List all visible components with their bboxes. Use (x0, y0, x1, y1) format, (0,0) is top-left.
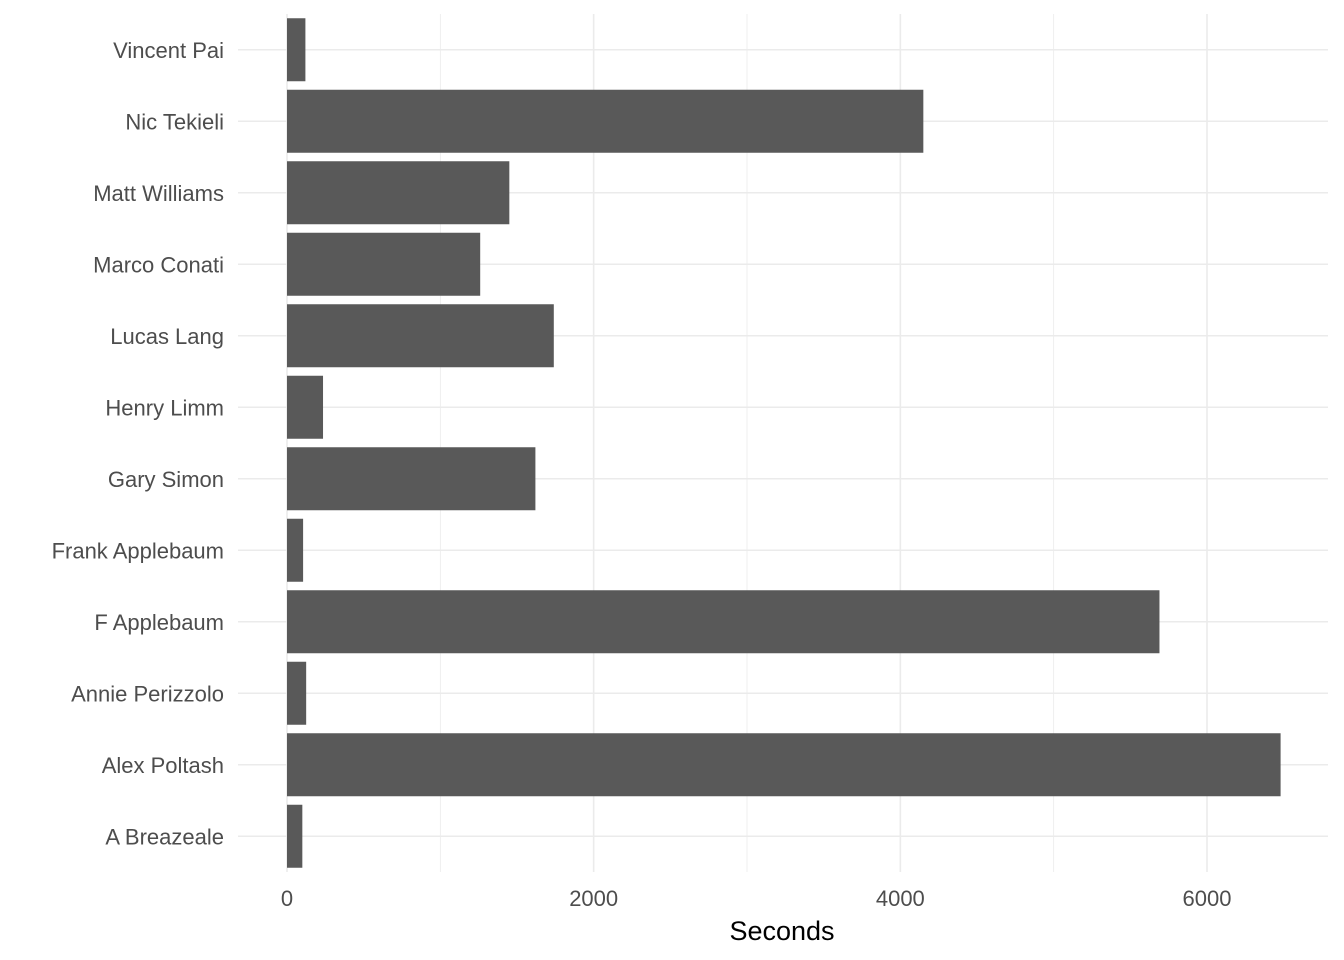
bar (287, 18, 306, 82)
category-label: F Applebaum (94, 610, 224, 635)
category-label: Nic Tekieli (125, 109, 224, 134)
bar (287, 304, 554, 368)
x-tick-label: 0 (281, 886, 293, 911)
category-label: Henry Limm (105, 395, 224, 420)
category-label: A Breazeale (105, 824, 224, 849)
category-labels: Vincent Pai Nic Tekieli Matt Williams Marco… (52, 38, 224, 850)
category-label: Lucas Lang (110, 324, 224, 349)
category-label: Matt Williams (93, 181, 224, 206)
category-label: Alex Poltash (102, 753, 224, 778)
minor-gridlines (439, 14, 1055, 872)
x-tick-label: 4000 (876, 886, 925, 911)
bar (287, 661, 307, 725)
bar (287, 89, 924, 153)
bar (287, 447, 536, 511)
bar (287, 733, 1281, 797)
category-label: Frank Applebaum (52, 538, 224, 563)
bar (287, 518, 304, 582)
x-tick-labels: 0 2000 4000 6000 (281, 886, 1232, 911)
category-label: Gary Simon (108, 467, 224, 492)
category-label: Annie Perizzolo (71, 681, 224, 706)
category-label: Vincent Pai (113, 38, 224, 63)
bars (287, 18, 1281, 868)
bar (287, 232, 481, 296)
x-axis-title: Seconds (729, 916, 834, 946)
category-label: Marco Conati (93, 252, 224, 277)
bar (287, 375, 324, 439)
bar (287, 161, 510, 225)
x-tick-label: 6000 (1183, 886, 1232, 911)
bar (287, 804, 303, 868)
bar (287, 590, 1160, 654)
x-tick-label: 2000 (569, 886, 618, 911)
